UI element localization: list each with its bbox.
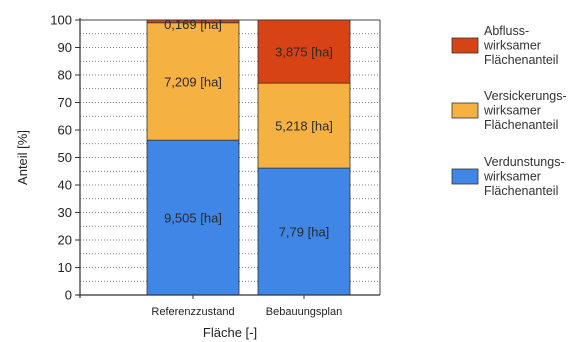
legend-entry-label: Abfluss-wirksamer Flächenanteil [483,24,558,67]
x-axis-title: Fläche [-] [203,325,257,340]
y-tick-label: 50 [58,150,72,165]
y-tick-label: 40 [58,178,72,193]
data-label: 9,505 [ha] [164,211,222,226]
y-tick-label: 70 [58,95,72,110]
bar-segment-1-1 [257,82,351,169]
legend-swatch [451,102,479,119]
y-tick-label: 0 [65,288,72,303]
legend-swatch [451,37,479,54]
data-label: 5,218 [ha] [275,119,333,134]
x-category-label: Bebauungsplan [266,306,342,318]
y-tick-label: 60 [58,123,72,138]
y-axis-title: Anteil [%] [15,130,30,185]
y-tick-label: 10 [58,260,72,275]
y-tick-label: 20 [58,233,72,248]
legend-swatch [451,168,479,185]
data-label: 3,875 [ha] [275,45,333,60]
data-label: 7,209 [ha] [164,74,222,89]
data-label: 0,169 [ha] [164,17,222,32]
y-tick-label: 90 [58,40,72,55]
bar-segment-0-2 [146,19,240,24]
legend-entry-label: Verdunstungs-wirksamer Flächenanteil [483,155,565,198]
x-category-label: Referenzzustand [151,306,234,318]
bar-segment-1-2 [257,19,351,84]
y-tick-label: 100 [50,13,72,28]
y-tick-label: 30 [58,205,72,220]
legend-entry-label: Versickerungs-wirksamer Flächenanteil [483,89,567,132]
data-label: 7,79 [ha] [279,225,330,240]
bar-segment-0-0 [146,139,240,296]
y-tick-label: 80 [58,68,72,83]
